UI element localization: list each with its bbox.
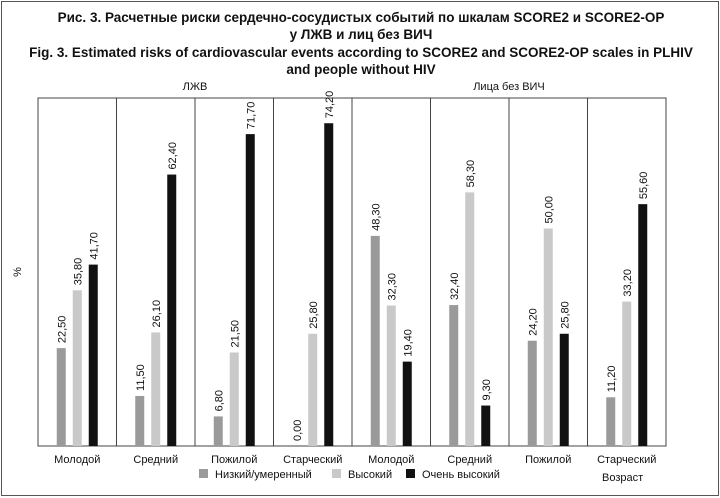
legend-swatch	[199, 469, 208, 478]
bar	[465, 192, 475, 446]
bar	[167, 174, 177, 446]
bar	[370, 235, 380, 446]
figure-title-en: Fig. 3. Estimated risks of cardiovascula…	[29, 45, 693, 60]
y-axis-label: %	[12, 267, 24, 277]
data-label: 33,20	[622, 269, 634, 297]
data-label: 22,50	[56, 316, 68, 344]
data-label: 19,40	[402, 329, 414, 357]
figure-title-ru: Рис. 3. Расчетные риски сердечно-сосудис…	[57, 10, 665, 25]
x-tick-label: Старческий	[597, 454, 656, 466]
bar	[324, 123, 334, 446]
bar	[481, 405, 491, 446]
x-tick-label: Пожилой	[525, 454, 571, 466]
x-tick-label: Средний	[133, 454, 178, 466]
bar	[543, 228, 553, 446]
bar	[245, 134, 255, 447]
legend-swatch	[406, 469, 415, 478]
data-label: 9,30	[481, 379, 493, 400]
bar	[229, 352, 239, 446]
data-label: 25,80	[559, 301, 571, 329]
legend-label: Очень высокий	[422, 469, 500, 481]
x-tick-label: Старческий	[283, 454, 342, 466]
bar	[72, 290, 82, 446]
data-label: 21,50	[229, 320, 241, 348]
data-label: 32,40	[449, 273, 461, 301]
group-label: Лица без ВИЧ	[473, 81, 545, 93]
data-label: 24,20	[527, 308, 539, 336]
data-label: 26,10	[151, 300, 163, 328]
legend-swatch	[332, 469, 341, 478]
bar	[527, 340, 537, 446]
x-tick-label: Молодой	[368, 454, 414, 466]
data-label: 74,20	[324, 91, 336, 119]
x-tick-label: Средний	[447, 454, 492, 466]
bar	[622, 301, 632, 446]
data-label: 48,30	[370, 203, 382, 231]
bar	[638, 204, 648, 446]
legend-label: Низкий/умеренный	[215, 469, 312, 481]
x-tick-label: Молодой	[54, 454, 100, 466]
bar	[151, 332, 161, 446]
data-label: 50,00	[543, 196, 555, 224]
data-label: 32,30	[386, 273, 398, 301]
legend-label: Высокий	[348, 469, 392, 481]
bar	[308, 333, 318, 446]
x-tick-label: Пожилой	[211, 454, 257, 466]
figure-title-ru-line2: у ЛЖВ и лиц без ВИЧ	[289, 27, 433, 42]
data-label: 55,60	[638, 172, 650, 200]
data-label: 25,80	[308, 301, 320, 329]
bar	[386, 305, 396, 446]
data-label: 41,70	[88, 232, 100, 260]
bar	[135, 395, 145, 446]
data-label: 6,80	[213, 390, 225, 411]
x-axis-label: Возраст	[602, 472, 643, 484]
bar	[559, 333, 569, 446]
data-label: 58,30	[465, 160, 477, 188]
bar	[606, 397, 616, 446]
bar	[402, 361, 412, 446]
bar	[88, 264, 98, 446]
data-label: 11,20	[606, 366, 618, 393]
data-label: 0,00	[292, 420, 304, 441]
bar	[213, 416, 223, 446]
bar	[56, 348, 66, 446]
data-label: 11,50	[135, 364, 147, 391]
bar	[449, 305, 459, 446]
group-label: ЛЖВ	[183, 81, 208, 93]
data-label: 62,40	[167, 142, 179, 170]
figure-title-en-line2: and people without HIV	[286, 62, 436, 77]
data-label: 71,70	[245, 102, 257, 130]
data-label: 35,80	[72, 258, 84, 286]
